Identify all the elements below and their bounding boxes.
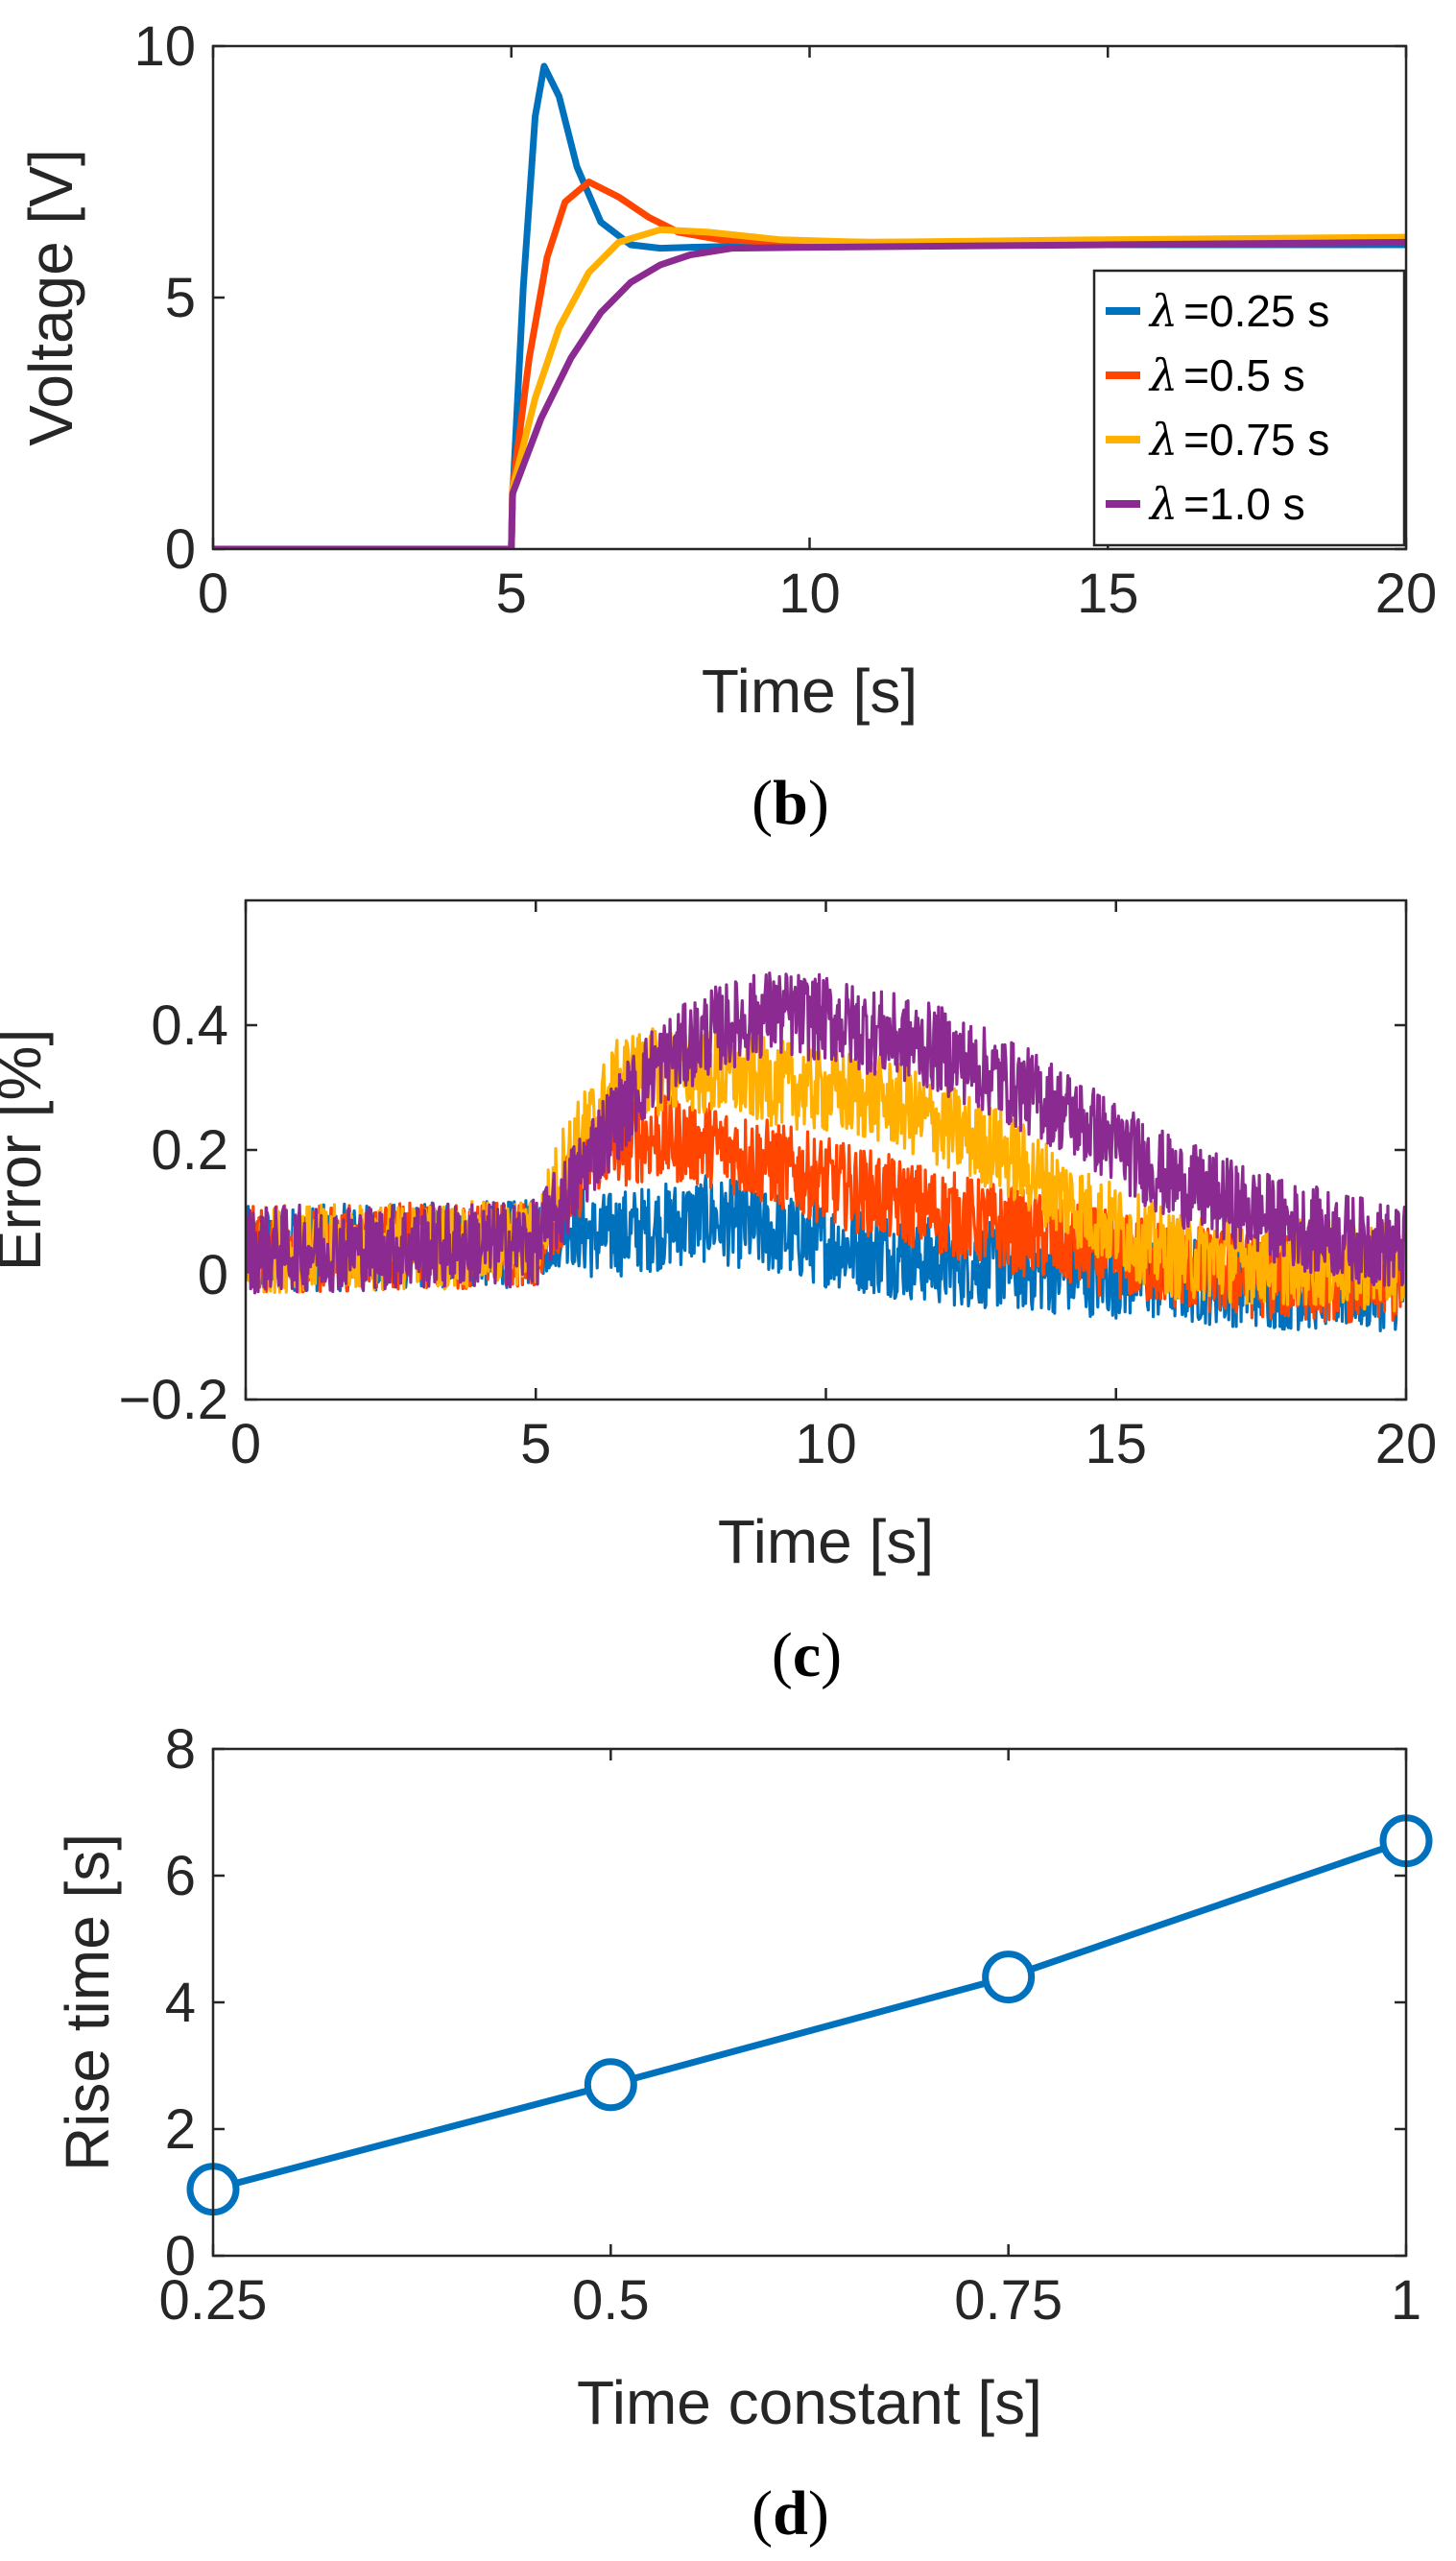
y-tick-label: 0	[198, 1244, 228, 1306]
y-tick-label: −0.2	[119, 1369, 229, 1431]
y-axis-label: Voltage [V]	[16, 149, 85, 446]
caption-letter: b	[773, 768, 808, 838]
y-tick-label: 4	[165, 1972, 196, 2034]
legend-label: =0.5 s	[1183, 350, 1305, 400]
legend: λ =0.25 sλ =0.5 sλ =0.75 sλ =1.0 s	[1092, 269, 1406, 547]
y-tick-label: 0	[165, 518, 196, 581]
lambda-symbol: λ	[1148, 478, 1178, 530]
lambda-symbol: λ	[1148, 285, 1178, 337]
legend-entry-2: λ =0.75 s	[1148, 414, 1329, 466]
x-tick-label: 10	[795, 1413, 857, 1475]
x-axis-label: Time [s]	[702, 657, 918, 726]
y-tick-label: 2	[165, 2098, 196, 2161]
legend-label: =0.75 s	[1183, 415, 1329, 465]
series-line-3	[246, 971, 1406, 1295]
legend-entry-0: λ =0.25 s	[1148, 285, 1329, 337]
caption-open: (	[752, 768, 773, 838]
x-tick-label: 20	[1375, 562, 1438, 625]
y-tick-label: 5	[165, 267, 196, 329]
y-axis-label: Rise time [s]	[53, 1833, 122, 2171]
x-tick-label: 0.75	[954, 2269, 1062, 2332]
legend-entry-1: λ =0.5 s	[1148, 349, 1305, 401]
x-tick-label: 1	[1391, 2269, 1421, 2332]
caption-open: (	[772, 1620, 793, 1690]
x-tick-label: 0.5	[572, 2269, 650, 2332]
y-axis-label: Error [%]	[0, 1029, 54, 1271]
axes-box	[211, 44, 1408, 551]
panel-c-data	[246, 971, 1406, 1332]
y-tick-label: 0	[165, 2225, 196, 2287]
panel-d: 0.25 0.5 0.75 1 0 2 4 6 8 Time constant [s] Rise t…	[53, 1718, 1433, 2549]
panel-caption: (b)	[752, 768, 829, 838]
caption-letter: c	[793, 1620, 821, 1690]
legend-label: =1.0 s	[1183, 479, 1305, 529]
caption-close: )	[821, 1620, 842, 1690]
data-point-marker	[584, 2058, 637, 2112]
x-tick-label: 0	[230, 1413, 261, 1475]
x-tick-label: 10	[778, 562, 841, 625]
x-tick-label: 15	[1077, 562, 1139, 625]
x-tick-label: 0.25	[159, 2269, 268, 2332]
axes-box	[211, 1747, 1408, 2258]
y-tick-label: 0.2	[151, 1119, 228, 1182]
caption-open: (	[752, 2478, 773, 2549]
x-tick-label: 0	[198, 562, 228, 625]
legend-label: =0.25 s	[1183, 286, 1329, 336]
lambda-symbol: λ	[1148, 349, 1178, 401]
y-tick-label: 0.4	[151, 994, 228, 1057]
axes-box	[244, 898, 1408, 1401]
legend-entry-3: λ =1.0 s	[1148, 478, 1305, 530]
x-axis-label: Time constant [s]	[577, 2368, 1042, 2437]
caption-close: )	[808, 768, 829, 838]
y-tick-label: 10	[133, 15, 196, 78]
y-tick-label: 6	[165, 1845, 196, 1907]
x-axis-label: Time [s]	[718, 1507, 934, 1576]
caption-letter: d	[773, 2478, 808, 2549]
series-line	[212, 1837, 1408, 2193]
x-tick-label: 20	[1375, 1413, 1438, 1475]
x-tick-label: 5	[496, 562, 527, 625]
x-tick-label: 15	[1085, 1413, 1147, 1475]
caption-close: )	[808, 2478, 829, 2549]
panel-b-data	[213, 62, 1406, 549]
series-line-3	[213, 238, 1406, 549]
x-tick-label: 5	[520, 1413, 551, 1475]
data-point-marker	[982, 1951, 1036, 2004]
y-tick-label: 8	[165, 1718, 196, 1781]
lambda-symbol: λ	[1148, 414, 1178, 466]
legend-box	[1092, 269, 1406, 547]
panel-caption: (d)	[752, 2478, 829, 2549]
panel-caption: (c)	[772, 1620, 842, 1690]
